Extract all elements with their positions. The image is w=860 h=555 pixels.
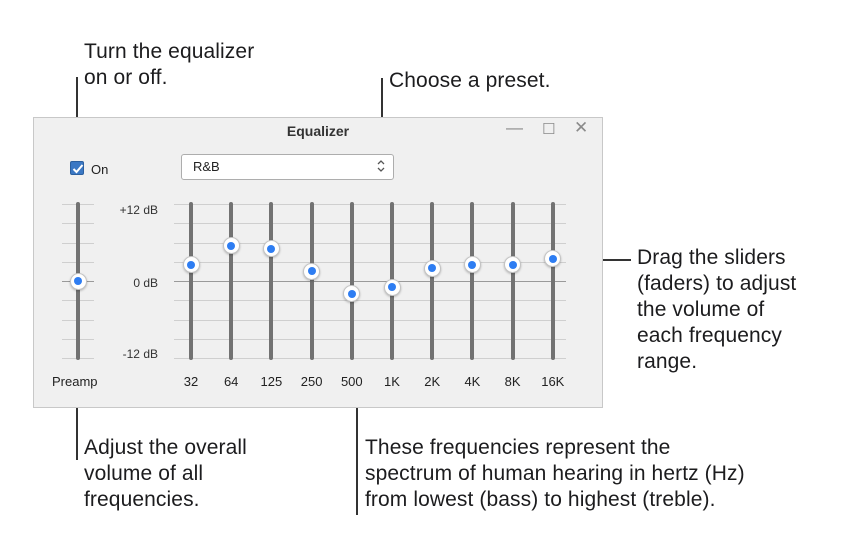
on-checkbox[interactable] — [70, 161, 84, 175]
preamp-callout-line — [76, 396, 78, 460]
close-icon[interactable]: ✕ — [574, 118, 589, 137]
db-label-middle: 0 dB — [133, 276, 158, 290]
maximize-icon[interactable]: ☐ — [542, 121, 556, 138]
up-down-chevron-icon — [377, 160, 385, 172]
band-8k-slider-label: 8K — [504, 374, 521, 389]
band-32-slider-knob[interactable] — [182, 256, 200, 274]
band-500-slider-knob[interactable] — [343, 285, 361, 303]
db-label-bottom: -12 dB — [122, 347, 158, 361]
on-label: On — [91, 162, 109, 177]
band-16k-slider-label: 16K — [541, 374, 565, 389]
frequencies-callout-line — [356, 406, 358, 515]
band-4k-slider-track[interactable] — [470, 202, 475, 360]
grid-line — [174, 338, 566, 340]
band-2k-slider-label: 2K — [424, 374, 441, 389]
frequencies-callout: These frequencies represent the spectrum… — [365, 436, 745, 511]
grid-line — [174, 204, 566, 205]
band-64-slider-track[interactable] — [229, 202, 234, 360]
band-125-slider-track[interactable] — [269, 202, 274, 360]
band-125-slider-label: 125 — [260, 374, 283, 389]
window-title: Equalizer — [286, 123, 350, 139]
db-label-top: +12 dB — [119, 203, 158, 217]
preamp-slider-knob[interactable] — [69, 272, 87, 290]
preset-select[interactable]: R&B — [181, 154, 394, 180]
equalizer-window: Equalizer — ☐ ✕ On R&B +12 dB 0 dB -12 d… — [33, 117, 603, 408]
band-125-slider-knob[interactable] — [262, 240, 280, 258]
toggle-callout: Turn the equalizer on or off. — [84, 40, 255, 89]
band-1k-slider-knob[interactable] — [383, 278, 401, 296]
grid-line — [174, 358, 566, 359]
grid-line — [174, 319, 566, 321]
band-8k-slider-knob[interactable] — [504, 256, 522, 274]
band-8k-slider-track[interactable] — [510, 202, 515, 360]
band-4k-slider-knob[interactable] — [463, 256, 481, 274]
grid-line — [174, 261, 566, 263]
band-16k-slider-knob[interactable] — [544, 250, 562, 268]
checkmark-icon — [72, 164, 84, 174]
band-32-slider-track[interactable] — [189, 202, 193, 360]
band-250-slider-track[interactable] — [309, 202, 314, 360]
preset-callout: Choose a preset. — [389, 69, 551, 92]
band-250-slider-knob[interactable] — [303, 262, 321, 280]
band-32-slider-label: 32 — [183, 374, 199, 389]
band-4k-slider-label: 4K — [464, 374, 481, 389]
band-1k-slider-label: 1K — [384, 374, 400, 389]
band-64-slider-label: 64 — [223, 374, 239, 389]
band-250-slider-label: 250 — [300, 374, 323, 389]
grid-line — [174, 223, 566, 225]
band-2k-slider-track[interactable] — [430, 202, 435, 360]
band-2k-slider-knob[interactable] — [423, 259, 441, 277]
band-16k-slider-track[interactable] — [550, 202, 555, 360]
preset-value: R&B — [193, 159, 220, 174]
grid-line — [174, 242, 566, 244]
band-500-slider-track[interactable] — [349, 202, 354, 360]
preamp-callout: Adjust the overall volume of all frequen… — [84, 436, 247, 511]
preamp-label: Preamp — [52, 374, 98, 389]
preset-callout-line — [381, 78, 383, 154]
minimize-icon[interactable]: — — [506, 118, 523, 137]
band-64-slider-knob[interactable] — [222, 237, 240, 255]
grid-line — [174, 300, 566, 302]
band-500-slider-label: 500 — [340, 374, 363, 389]
zero-db-line — [174, 281, 566, 282]
sliders-callout: Drag the sliders (faders) to adjust the … — [637, 246, 797, 373]
